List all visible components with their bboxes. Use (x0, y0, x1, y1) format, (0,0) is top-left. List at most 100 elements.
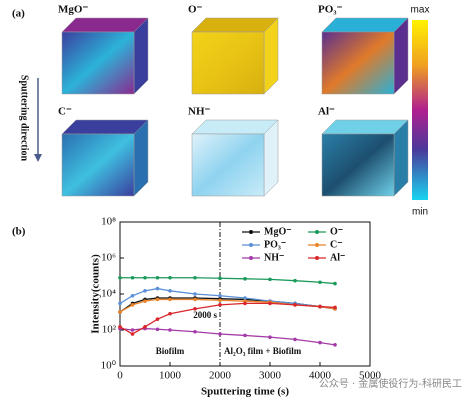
data-point (333, 343, 337, 347)
cube-front (321, 133, 395, 197)
data-point (143, 325, 147, 329)
data-point (168, 311, 172, 316)
data-point (268, 277, 272, 282)
data-point (155, 317, 160, 321)
cube-front (191, 133, 265, 197)
data-point (318, 304, 322, 309)
cube-label: NH⁻ (188, 106, 211, 118)
cube-front (191, 31, 265, 95)
data-point (155, 275, 160, 280)
cube-label: MgO⁻ (58, 4, 88, 16)
legend-marker (249, 256, 253, 260)
cube-front (61, 31, 135, 95)
cube-front (61, 133, 135, 197)
data-point (293, 303, 297, 307)
x-tick-label: 0 (117, 370, 123, 382)
watermark: 公众号 · 金属使役行为-科研民工 (319, 377, 462, 390)
colorbar-min: min (412, 207, 428, 218)
data-point (218, 293, 222, 298)
data-point (218, 332, 222, 336)
data-point (143, 275, 147, 280)
colorbar-max: max (411, 5, 430, 16)
legend-label: MgO⁻ (264, 226, 292, 237)
data-point (193, 329, 197, 334)
data-point (118, 275, 122, 280)
cube-front (321, 31, 395, 95)
y-tick-label: 10⁸ (101, 216, 116, 228)
data-point (318, 280, 322, 285)
legend-label: NH⁻ (264, 252, 284, 263)
legend-marker (315, 230, 319, 234)
data-point (243, 301, 247, 306)
data-point (168, 289, 172, 293)
data-point (168, 275, 172, 280)
data-point (193, 292, 197, 296)
data-point (118, 310, 122, 314)
data-point (130, 275, 135, 280)
data-point (130, 303, 135, 307)
cube-label: PO₃⁻ (318, 4, 343, 16)
data-point (155, 297, 160, 302)
x-tick-label: 1000 (159, 370, 182, 382)
x-tick-label: 2000 (209, 370, 232, 382)
cube-top (321, 17, 409, 33)
annotation: Biofilm (156, 346, 185, 356)
y-tick-label: 10² (102, 324, 117, 336)
data-point (293, 278, 297, 283)
data-point (193, 307, 197, 311)
cube-top (191, 119, 279, 135)
series-line (119, 327, 336, 346)
data-point (168, 297, 172, 302)
series-line (119, 302, 336, 335)
data-point (333, 281, 337, 286)
panel-label: (a) (12, 8, 25, 20)
legend-label: Al⁻ (330, 252, 345, 263)
cube-label: Al⁻ (318, 106, 335, 118)
cube-top (61, 17, 149, 33)
y-axis-label: Intensity(counts) (90, 254, 102, 334)
data-point (243, 296, 247, 300)
side-label: Sputtering direction (19, 75, 30, 162)
data-point (268, 301, 272, 306)
data-point (155, 327, 160, 332)
series-line (119, 287, 336, 310)
legend-marker (315, 243, 319, 247)
legend-marker (249, 243, 253, 247)
legend-marker (249, 230, 253, 234)
data-point (218, 298, 222, 303)
data-point (218, 276, 222, 281)
data-point (130, 328, 135, 332)
y-tick-label: 10⁰ (101, 360, 117, 372)
data-point (193, 297, 197, 302)
annotation: Al₂O₃ film + Biofilm (224, 346, 302, 356)
cube-top (61, 119, 149, 135)
data-point (143, 299, 147, 303)
data-point (168, 328, 172, 332)
data-point (243, 276, 247, 281)
data-point (318, 340, 322, 345)
data-point (143, 289, 147, 293)
data-point (130, 332, 135, 336)
panel-label: (b) (12, 226, 26, 238)
data-point (293, 337, 297, 342)
data-point (118, 325, 122, 329)
legend-label: C⁻ (330, 239, 343, 250)
series-line (120, 277, 336, 285)
legend-label: O⁻ (330, 226, 343, 237)
legend-marker (315, 256, 319, 260)
y-tick-label: 10⁶ (101, 252, 116, 264)
data-point (218, 303, 222, 307)
cube-top (321, 119, 409, 135)
y-tick-label: 10⁴ (101, 288, 116, 300)
data-point (243, 333, 247, 338)
cube-top (191, 17, 279, 33)
arrow-head (34, 154, 42, 162)
data-point (130, 293, 135, 298)
cube-label: O⁻ (188, 4, 203, 16)
colorbar (412, 20, 428, 200)
divider-label: 2000 s (193, 310, 217, 320)
data-point (155, 286, 160, 291)
data-point (333, 305, 337, 310)
x-tick-label: 4000 (309, 370, 332, 382)
